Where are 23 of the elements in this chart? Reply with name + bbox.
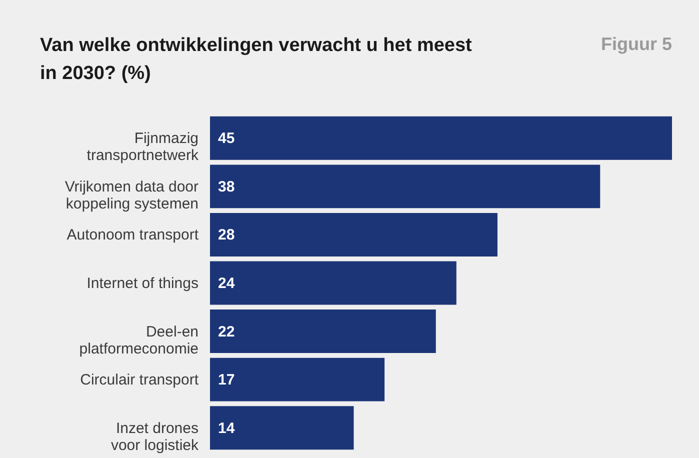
data-label: 22 (218, 323, 235, 340)
y-tick-label: Inzet drones voor logistiek (110, 420, 199, 454)
data-label: 24 (218, 275, 236, 292)
bar (210, 116, 672, 160)
y-tick-label: Autonoom transport (66, 226, 200, 244)
bar (210, 358, 385, 402)
data-label: 28 (218, 226, 235, 244)
bar (210, 212, 498, 256)
bar (210, 310, 436, 354)
y-tick-label: Fijnmazig transportnetwerk (86, 130, 199, 164)
y-tick-label: Circulair transport (80, 372, 200, 389)
bar (210, 164, 600, 208)
y-tick-label: Vrijkomen data door koppeling systemen (64, 178, 198, 212)
data-label: 14 (218, 420, 236, 437)
data-label: 45 (218, 130, 235, 148)
data-label: 17 (218, 372, 235, 389)
text: Figuur 5 (601, 34, 672, 54)
bar (210, 261, 456, 305)
bar (210, 406, 354, 450)
y-tick-label: Internet of things (86, 275, 198, 292)
data-label: 38 (218, 178, 235, 196)
chart-title: Van welke ontwikkelingen verwacht u het meest in 2030? (%) (40, 35, 473, 84)
y-tick-label: Deel-en platformeconomie (79, 323, 198, 358)
